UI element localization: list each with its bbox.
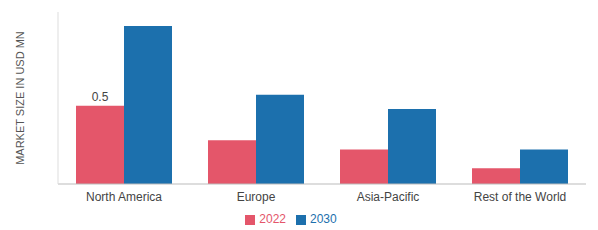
html-text:2030: 2030 (310, 212, 337, 226)
svg-text:Rest of the World: Rest of the World (474, 190, 566, 204)
svg-text:MARKET SIZE IN USD MN: MARKET SIZE IN USD MN (14, 31, 26, 165)
svg-text:0.5: 0.5 (92, 90, 109, 104)
html-text:2022: 2022 (259, 212, 286, 226)
svg-text:North America: North America (86, 190, 162, 204)
svg-text:Europe: Europe (237, 190, 276, 204)
svg-text:Asia-Pacific: Asia-Pacific (357, 190, 420, 204)
